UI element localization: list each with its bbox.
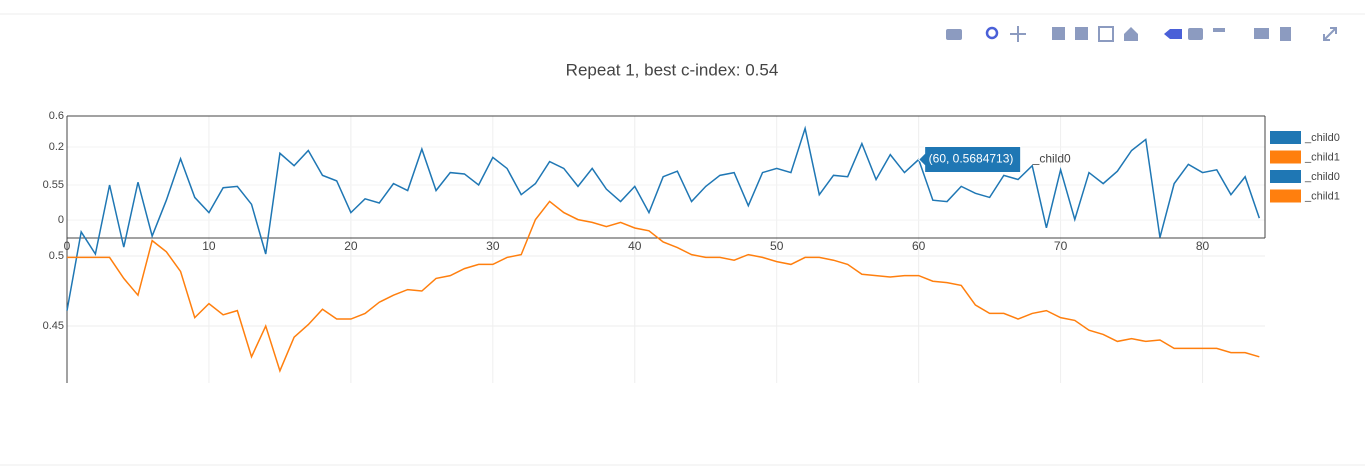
data-button[interactable] <box>1280 27 1291 41</box>
y-tick-label: 0.6 <box>49 110 64 122</box>
zoom-out-button[interactable] <box>1075 27 1088 40</box>
y-tick-label: 0.55 <box>43 179 64 191</box>
legend-swatch <box>1270 131 1301 144</box>
spike-button[interactable] <box>1213 28 1225 32</box>
legend-label: _child1 <box>1304 151 1340 163</box>
x-tick-label: 70 <box>1054 239 1068 253</box>
legend-button[interactable] <box>1254 28 1269 39</box>
x-tick-label: 0 <box>64 239 71 253</box>
legend-swatch <box>1270 189 1301 203</box>
x-tick-label: 80 <box>1196 239 1210 253</box>
series-line <box>66 125 1261 311</box>
legend-swatch <box>1270 170 1301 183</box>
pan-button[interactable] <box>1010 26 1026 42</box>
x-tick-label: 10 <box>202 239 216 253</box>
y-tick-label: 0.2 <box>49 141 64 153</box>
fullscreen-button[interactable] <box>1323 27 1337 41</box>
reset-button[interactable] <box>1124 27 1138 41</box>
x-tick-label: 50 <box>770 239 784 253</box>
hover-closest-button[interactable] <box>1164 29 1182 39</box>
legend-label: _child1 <box>1304 190 1340 202</box>
legend-swatch <box>1270 150 1301 164</box>
series-line <box>67 200 1260 373</box>
hover-box <box>917 146 1022 174</box>
x-tick-label: 40 <box>628 239 642 253</box>
hover-text: (60, 0.5684713) <box>929 152 1014 166</box>
zoom-in-button[interactable] <box>1052 27 1065 40</box>
hover-name: _child0 <box>1032 152 1071 166</box>
chart-title: Repeat 1, best c-index: 0.54 <box>566 60 779 79</box>
autoscale-button[interactable] <box>1098 26 1114 42</box>
legend-label: _child0 <box>1304 171 1340 183</box>
x-tick-label: 30 <box>486 239 500 253</box>
modebar <box>946 26 1337 42</box>
legend-label: _child0 <box>1304 132 1340 144</box>
x-tick-label: 20 <box>344 239 358 253</box>
hover-compare-button[interactable] <box>1188 28 1203 40</box>
x-tick-label: 60 <box>912 239 926 253</box>
y-tick-label: 0.45 <box>43 320 64 332</box>
y-tick-label: 0.5 <box>49 250 64 262</box>
camera-button[interactable] <box>946 29 962 40</box>
y-tick-label: 0 <box>58 214 64 226</box>
zoom-button[interactable] <box>985 26 999 40</box>
